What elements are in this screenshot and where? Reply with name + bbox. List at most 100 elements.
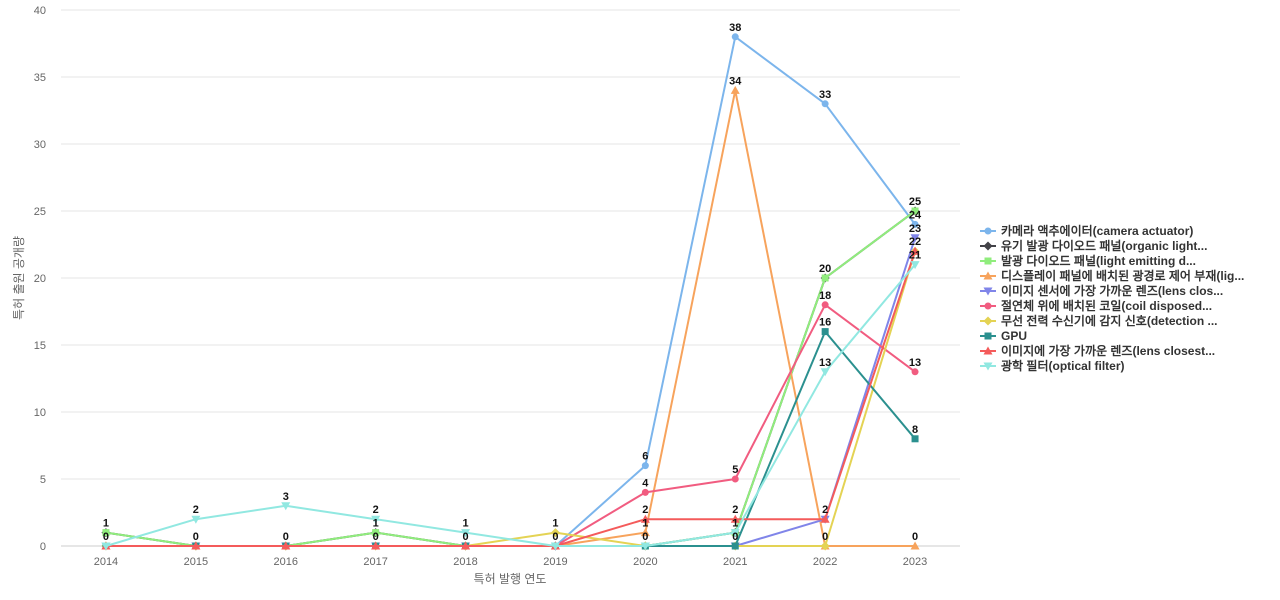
data-label: 0	[283, 531, 289, 543]
x-tick-label: 2020	[633, 556, 657, 568]
x-tick-label: 2021	[723, 556, 747, 568]
y-tick-label: 35	[34, 72, 46, 84]
legend-label: 절연체 위에 배치된 코일(coil disposed...	[1001, 298, 1212, 313]
point-series-8	[911, 435, 919, 443]
data-label: 24	[909, 209, 922, 221]
point-series-9	[820, 514, 830, 523]
series-line	[105, 237, 917, 547]
x-tick-label: 2014	[94, 556, 118, 568]
point-legend-marker	[983, 241, 993, 251]
point-series-9	[910, 246, 920, 255]
series-1	[102, 33, 919, 550]
series-line	[105, 303, 916, 547]
data-label: 0	[462, 531, 468, 543]
series-5	[101, 234, 920, 551]
data-label: 34	[729, 75, 742, 87]
x-tick-label: 2016	[274, 556, 298, 568]
legend-label: 유기 발광 다이오드 패널(organic light...	[1001, 238, 1207, 253]
x-tick-label: 2015	[184, 556, 208, 568]
data-label: 16	[819, 317, 831, 329]
legend-item[interactable]: GPU	[980, 329, 1027, 343]
point-series-7	[820, 541, 830, 551]
legend-item[interactable]: 무선 전력 수신기에 감지 신호(detection ...	[980, 313, 1218, 328]
data-label: 2	[822, 504, 828, 516]
legend-label: 카메라 액추에이터(camera actuator)	[1001, 223, 1193, 238]
data-label: 2	[732, 504, 738, 516]
y-tick-label: 0	[40, 541, 46, 553]
point-series-4	[730, 85, 740, 94]
data-label: 0	[732, 531, 738, 543]
x-tick-label: 2019	[543, 556, 567, 568]
point-series-3	[821, 274, 829, 282]
point-series-3	[372, 529, 380, 537]
data-label: 0	[912, 531, 918, 543]
legend-label: 디스플레이 패널에 배치된 광경로 제어 부재(lig...	[1001, 268, 1244, 283]
data-label: 13	[909, 357, 921, 369]
x-axis-ticks: 2014 2015 2016 2017 2018 2019 2020 2021 2022 2023	[94, 556, 928, 568]
point-series-6	[821, 301, 829, 309]
point-series-8	[821, 328, 829, 336]
data-label: 2	[193, 504, 199, 516]
legend-item[interactable]: 절연체 위에 배치된 코일(coil disposed...	[980, 298, 1212, 313]
point-legend-marker	[984, 302, 992, 310]
point-legend-marker	[984, 227, 992, 235]
point-legend-marker	[983, 287, 993, 296]
point-series-1	[821, 100, 829, 108]
legend: 카메라 액추에이터(camera actuator)유기 발광 다이오드 패널(…	[980, 223, 1244, 373]
legend-item[interactable]: 카메라 액추에이터(camera actuator)	[980, 223, 1193, 238]
series-line	[105, 250, 917, 547]
point-series-6	[731, 475, 739, 483]
data-label: 6	[642, 451, 648, 463]
series-line	[105, 263, 916, 547]
point-series-10	[191, 515, 201, 524]
series-10	[101, 261, 920, 551]
legend-item[interactable]: 디스플레이 패널에 배치된 광경로 제어 부재(lig...	[980, 268, 1244, 283]
data-label: 0	[642, 531, 648, 543]
legend-label: 무선 전력 수신기에 감지 신호(detection ...	[1001, 313, 1218, 328]
x-tick-label: 2017	[363, 556, 387, 568]
point-series-6	[641, 488, 649, 496]
point-series-1	[911, 220, 919, 228]
legend-item[interactable]: 발광 다이오드 패널(light emitting d...	[980, 253, 1196, 268]
point-series-10	[820, 368, 830, 377]
point-series-10	[101, 542, 111, 551]
data-label: 2	[373, 504, 379, 516]
legend-label: 발광 다이오드 패널(light emitting d...	[1001, 253, 1196, 268]
data-label: 18	[819, 290, 831, 302]
point-series-10	[640, 542, 650, 551]
x-tick-label: 2023	[903, 556, 927, 568]
data-label: 0	[193, 531, 199, 543]
data-label: 0	[552, 531, 558, 543]
data-label: 22	[909, 236, 921, 248]
data-label: 1	[642, 518, 648, 530]
y-tick-label: 5	[40, 474, 46, 486]
y-tick-label: 40	[34, 5, 46, 17]
legend-item[interactable]: 유기 발광 다이오드 패널(organic light...	[980, 238, 1207, 253]
data-label: 0	[103, 531, 109, 543]
point-series-10	[730, 529, 740, 538]
series-line	[105, 35, 916, 547]
data-label: 20	[819, 263, 831, 275]
legend-item[interactable]: 이미지 센서에 가장 가까운 렌즈(lens clos...	[980, 283, 1223, 298]
data-label: 3	[283, 491, 289, 503]
y-tick-label: 15	[34, 340, 46, 352]
point-series-4	[640, 528, 650, 537]
data-label: 4	[642, 477, 649, 489]
x-tick-label: 2022	[813, 556, 837, 568]
data-label: 0	[822, 531, 828, 543]
series-line	[105, 210, 916, 547]
series-line	[105, 250, 916, 547]
data-label: 1	[552, 518, 558, 530]
point-series-9	[281, 541, 291, 550]
point-series-10	[371, 515, 381, 524]
data-label: 21	[909, 250, 921, 262]
y-tick-label: 10	[34, 407, 46, 419]
legend-item[interactable]: 이미지에 가장 가까운 렌즈(lens closest...	[980, 343, 1215, 358]
legend-label: 이미지에 가장 가까운 렌즈(lens closest...	[1001, 343, 1215, 358]
data-labels: 1020302101010642103834521033201816132025…	[103, 22, 922, 543]
point-series-10	[281, 502, 291, 511]
data-label: 38	[729, 22, 741, 34]
series-layer	[101, 33, 920, 551]
legend-item[interactable]: 광학 필터(optical filter)	[980, 358, 1125, 373]
